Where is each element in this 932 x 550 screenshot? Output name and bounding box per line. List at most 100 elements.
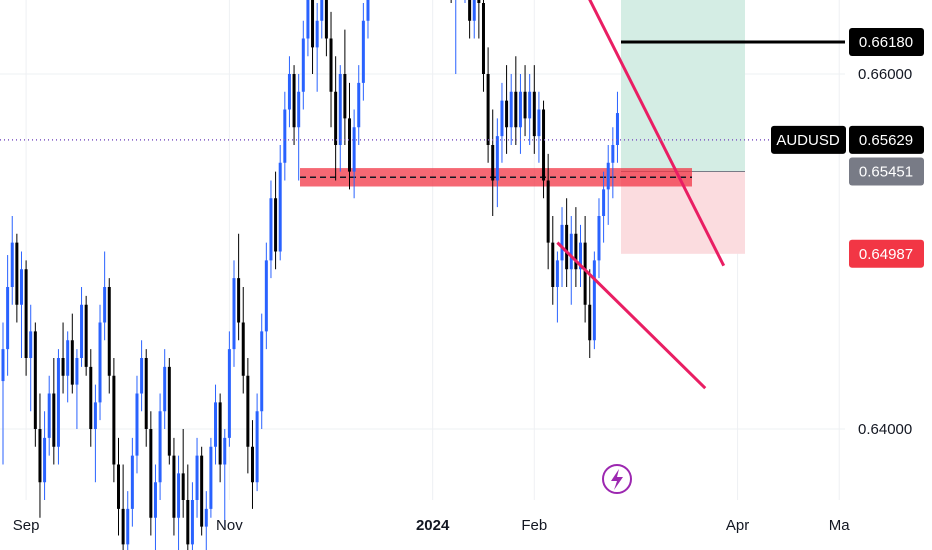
candle-up xyxy=(126,508,130,545)
candle-up xyxy=(98,322,102,403)
candle-up xyxy=(597,216,601,261)
candle-up xyxy=(43,437,47,483)
candle-up xyxy=(361,20,365,83)
candle-down xyxy=(167,366,171,456)
target-label-box xyxy=(849,28,924,57)
wedge-upper-line xyxy=(588,0,726,267)
candle-down xyxy=(348,118,351,172)
candle-up xyxy=(278,162,282,252)
candle-up xyxy=(472,0,476,21)
candle-down xyxy=(481,3,485,74)
entry-label: 0.65451 xyxy=(859,163,913,180)
candle-up xyxy=(555,260,559,287)
candle-down xyxy=(144,358,148,429)
position-zones xyxy=(300,0,745,254)
candle-up xyxy=(209,446,213,509)
candle-up xyxy=(80,304,84,358)
candle-down xyxy=(117,464,120,509)
candle-down xyxy=(583,242,587,305)
candle-down xyxy=(250,446,254,483)
candle-down xyxy=(149,429,153,518)
time-axis[interactable]: Sep Nov 2024 Feb Apr Ma xyxy=(13,517,851,534)
candle-up xyxy=(260,331,264,412)
wedge-lower-line xyxy=(556,241,707,390)
candle-down xyxy=(70,340,74,385)
candle-up xyxy=(500,100,504,137)
candle-down xyxy=(274,198,278,252)
candle-down xyxy=(588,304,592,341)
candle-up xyxy=(158,411,162,483)
candle-up xyxy=(56,358,60,447)
candle-down xyxy=(486,74,490,145)
candle-up xyxy=(357,82,361,128)
candle-up xyxy=(560,224,564,261)
candle-down xyxy=(15,242,19,305)
candle-down xyxy=(491,145,495,181)
candle-down xyxy=(311,0,315,48)
candle-down xyxy=(523,91,527,119)
stop-loss-label-box xyxy=(849,239,924,268)
candle-down xyxy=(241,322,245,376)
candle-up xyxy=(615,113,619,145)
symbol-label: AUDUSD xyxy=(776,132,840,149)
candlestick-series xyxy=(1,0,619,550)
candle-up xyxy=(204,508,208,527)
candle-down xyxy=(52,393,56,447)
last-price-label-box xyxy=(849,125,924,154)
candle-down xyxy=(172,455,176,518)
candle-up xyxy=(537,109,541,137)
candle-up xyxy=(130,455,134,509)
candle-up xyxy=(10,242,14,287)
candle-up xyxy=(495,136,499,181)
symbol-pill xyxy=(771,125,846,154)
candle-down xyxy=(33,331,37,429)
candle-up xyxy=(338,74,342,145)
candle-up xyxy=(66,340,70,376)
candle-up xyxy=(6,287,10,350)
time-tick-label: Nov xyxy=(216,517,243,534)
candle-down xyxy=(329,38,333,92)
stop-loss-label: 0.64987 xyxy=(859,246,913,263)
candle-up xyxy=(232,278,236,350)
candle-down xyxy=(218,402,222,465)
candle-up xyxy=(140,358,144,394)
candle-down xyxy=(200,455,204,527)
time-tick-label: Sep xyxy=(13,517,40,534)
candle-up xyxy=(214,402,218,447)
candle-up xyxy=(255,411,259,483)
candle-up xyxy=(29,331,33,358)
candle-up xyxy=(19,269,23,305)
candle-down xyxy=(551,242,555,287)
candle-down xyxy=(542,109,546,181)
candle-up xyxy=(352,127,356,172)
candle-down xyxy=(546,180,550,243)
candle-down xyxy=(186,500,190,545)
candle-up xyxy=(269,198,273,261)
time-tick-label: Feb xyxy=(521,517,547,534)
last-price-label: 0.65629 xyxy=(859,132,913,149)
candle-up xyxy=(528,91,532,119)
candle-up xyxy=(297,91,301,128)
candle-up xyxy=(163,366,167,412)
candle-down xyxy=(292,74,296,128)
lightning-icon[interactable] xyxy=(602,464,632,494)
time-tick-label: 2024 xyxy=(416,517,450,534)
candle-down xyxy=(468,0,472,21)
time-tick-label: Ma xyxy=(829,517,850,534)
candle-up xyxy=(606,162,610,190)
candle-down xyxy=(505,100,509,128)
candle-up xyxy=(287,74,291,110)
candle-down xyxy=(246,375,250,447)
candle-up xyxy=(135,393,139,456)
target-label: 0.66180 xyxy=(859,34,913,51)
candle-down xyxy=(324,0,328,39)
candle-up xyxy=(602,189,606,216)
candle-up xyxy=(103,287,107,323)
candle-up xyxy=(223,437,227,465)
entry-label-box xyxy=(849,157,924,186)
price-labels: 0.668810.661800.656290.654510.64987AUDUS… xyxy=(771,28,924,268)
candle-up xyxy=(195,455,199,500)
